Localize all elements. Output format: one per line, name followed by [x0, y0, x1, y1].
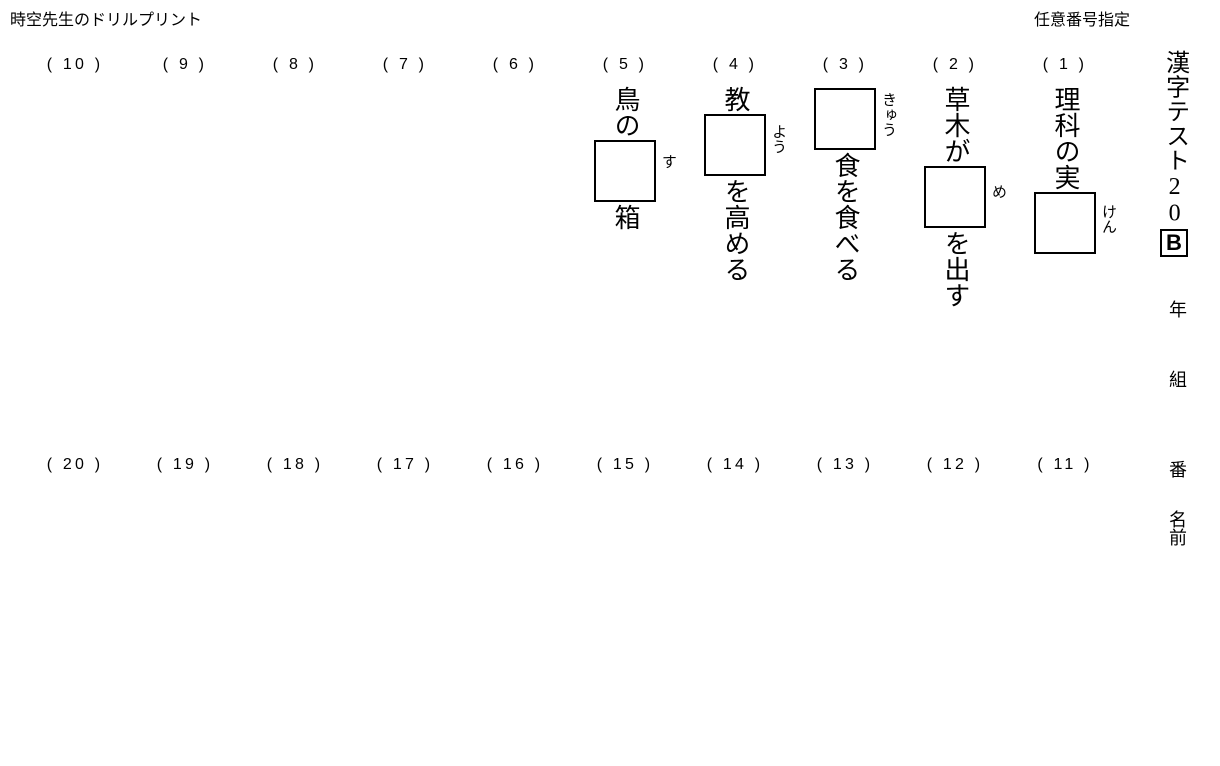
question-row-1: ( 10 ) ( 9 ) ( 8 ) ( 7 ) ( 6 ) ( 5 ) 鳥の … — [0, 56, 1130, 456]
q8-num: ( 8 ) — [273, 56, 317, 74]
q1-furigana: けん — [1100, 204, 1115, 234]
q3-blank[interactable] — [814, 88, 876, 150]
q16-num: ( 16 ) — [487, 456, 544, 474]
q11-col: ( 11 ) — [1010, 456, 1120, 486]
q9-num: ( 9 ) — [163, 56, 207, 74]
q19-col: ( 19 ) — [130, 456, 240, 486]
q3-num: ( 3 ) — [823, 56, 867, 74]
title-column: 漢字テスト 20 B — [1154, 50, 1194, 257]
q12-num: ( 12 ) — [927, 456, 984, 474]
q18-num: ( 18 ) — [267, 456, 324, 474]
q2-col: ( 2 ) 草木が め を出す — [900, 56, 1010, 308]
meta-name: 名前 — [1164, 510, 1190, 546]
q5-furigana: す — [660, 154, 675, 169]
q2-num: ( 2 ) — [933, 56, 977, 74]
q16-col: ( 16 ) — [460, 456, 570, 486]
q4-body: 教 よう を高める — [704, 86, 766, 282]
q18-col: ( 18 ) — [240, 456, 350, 486]
title-prefix: 漢字テスト — [1161, 50, 1186, 172]
q14-col: ( 14 ) — [680, 456, 790, 486]
title-number: 20 — [1161, 174, 1186, 227]
q4-num: ( 4 ) — [713, 56, 757, 74]
q13-col: ( 13 ) — [790, 456, 900, 486]
q1-col: ( 1 ) 理科の実 けん — [1010, 56, 1120, 256]
q5-num: ( 5 ) — [603, 56, 647, 74]
q2-before: 草木が — [942, 86, 968, 164]
q6-num: ( 6 ) — [493, 56, 537, 74]
q4-col: ( 4 ) 教 よう を高める — [680, 56, 790, 282]
q6-col: ( 6 ) — [460, 56, 570, 86]
q3-col: ( 3 ) きゅう 食を食べる — [790, 56, 900, 282]
meta-year: 年 — [1164, 300, 1190, 318]
q1-blank[interactable] — [1034, 192, 1096, 254]
q1-num: ( 1 ) — [1043, 56, 1087, 74]
q2-after: を出す — [942, 230, 968, 308]
q3-after: 食を食べる — [832, 152, 858, 282]
q4-after: を高める — [722, 178, 748, 282]
q4-before: 教 — [722, 86, 748, 112]
q20-num: ( 20 ) — [47, 456, 104, 474]
q8-col: ( 8 ) — [240, 56, 350, 86]
q7-col: ( 7 ) — [350, 56, 460, 86]
q10-col: ( 10 ) — [20, 56, 130, 86]
q2-blank[interactable] — [924, 166, 986, 228]
q14-num: ( 14 ) — [707, 456, 764, 474]
q4-blank[interactable] — [704, 114, 766, 176]
q17-col: ( 17 ) — [350, 456, 460, 486]
q20-col: ( 20 ) — [20, 456, 130, 486]
questions-area: ( 10 ) ( 9 ) ( 8 ) ( 7 ) ( 6 ) ( 5 ) 鳥の … — [0, 56, 1130, 756]
q3-body: きゅう 食を食べる — [814, 86, 876, 282]
q5-blank[interactable] — [594, 140, 656, 202]
q9-col: ( 9 ) — [130, 56, 240, 86]
q15-num: ( 15 ) — [597, 456, 654, 474]
q12-col: ( 12 ) — [900, 456, 1010, 486]
header-right: 任意番号指定 — [1034, 6, 1130, 30]
title-badge: B — [1160, 229, 1188, 257]
q1-before: 理科の実 — [1052, 86, 1078, 190]
q5-body: 鳥の す 箱 — [594, 86, 656, 230]
q5-before: 鳥の — [612, 86, 638, 138]
meta-class: 組 — [1164, 370, 1190, 388]
q5-col: ( 5 ) 鳥の す 箱 — [570, 56, 680, 230]
question-row-2: ( 20 ) ( 19 ) ( 18 ) ( 17 ) ( 16 ) ( 15 … — [0, 456, 1130, 756]
q11-num: ( 11 ) — [1037, 456, 1092, 474]
q2-body: 草木が め を出す — [924, 86, 986, 308]
q3-furigana: きゅう — [880, 92, 895, 137]
q19-num: ( 19 ) — [157, 456, 214, 474]
q10-num: ( 10 ) — [47, 56, 104, 74]
q2-furigana: め — [990, 184, 1005, 199]
q4-furigana: よう — [770, 124, 785, 154]
q5-after: 箱 — [612, 204, 638, 230]
header-left: 時空先生のドリルプリント — [10, 6, 202, 30]
q7-num: ( 7 ) — [383, 56, 427, 74]
q17-num: ( 17 ) — [377, 456, 434, 474]
q15-col: ( 15 ) — [570, 456, 680, 486]
meta-number: 番 — [1164, 460, 1190, 478]
q1-body: 理科の実 けん — [1034, 86, 1096, 256]
q13-num: ( 13 ) — [817, 456, 874, 474]
